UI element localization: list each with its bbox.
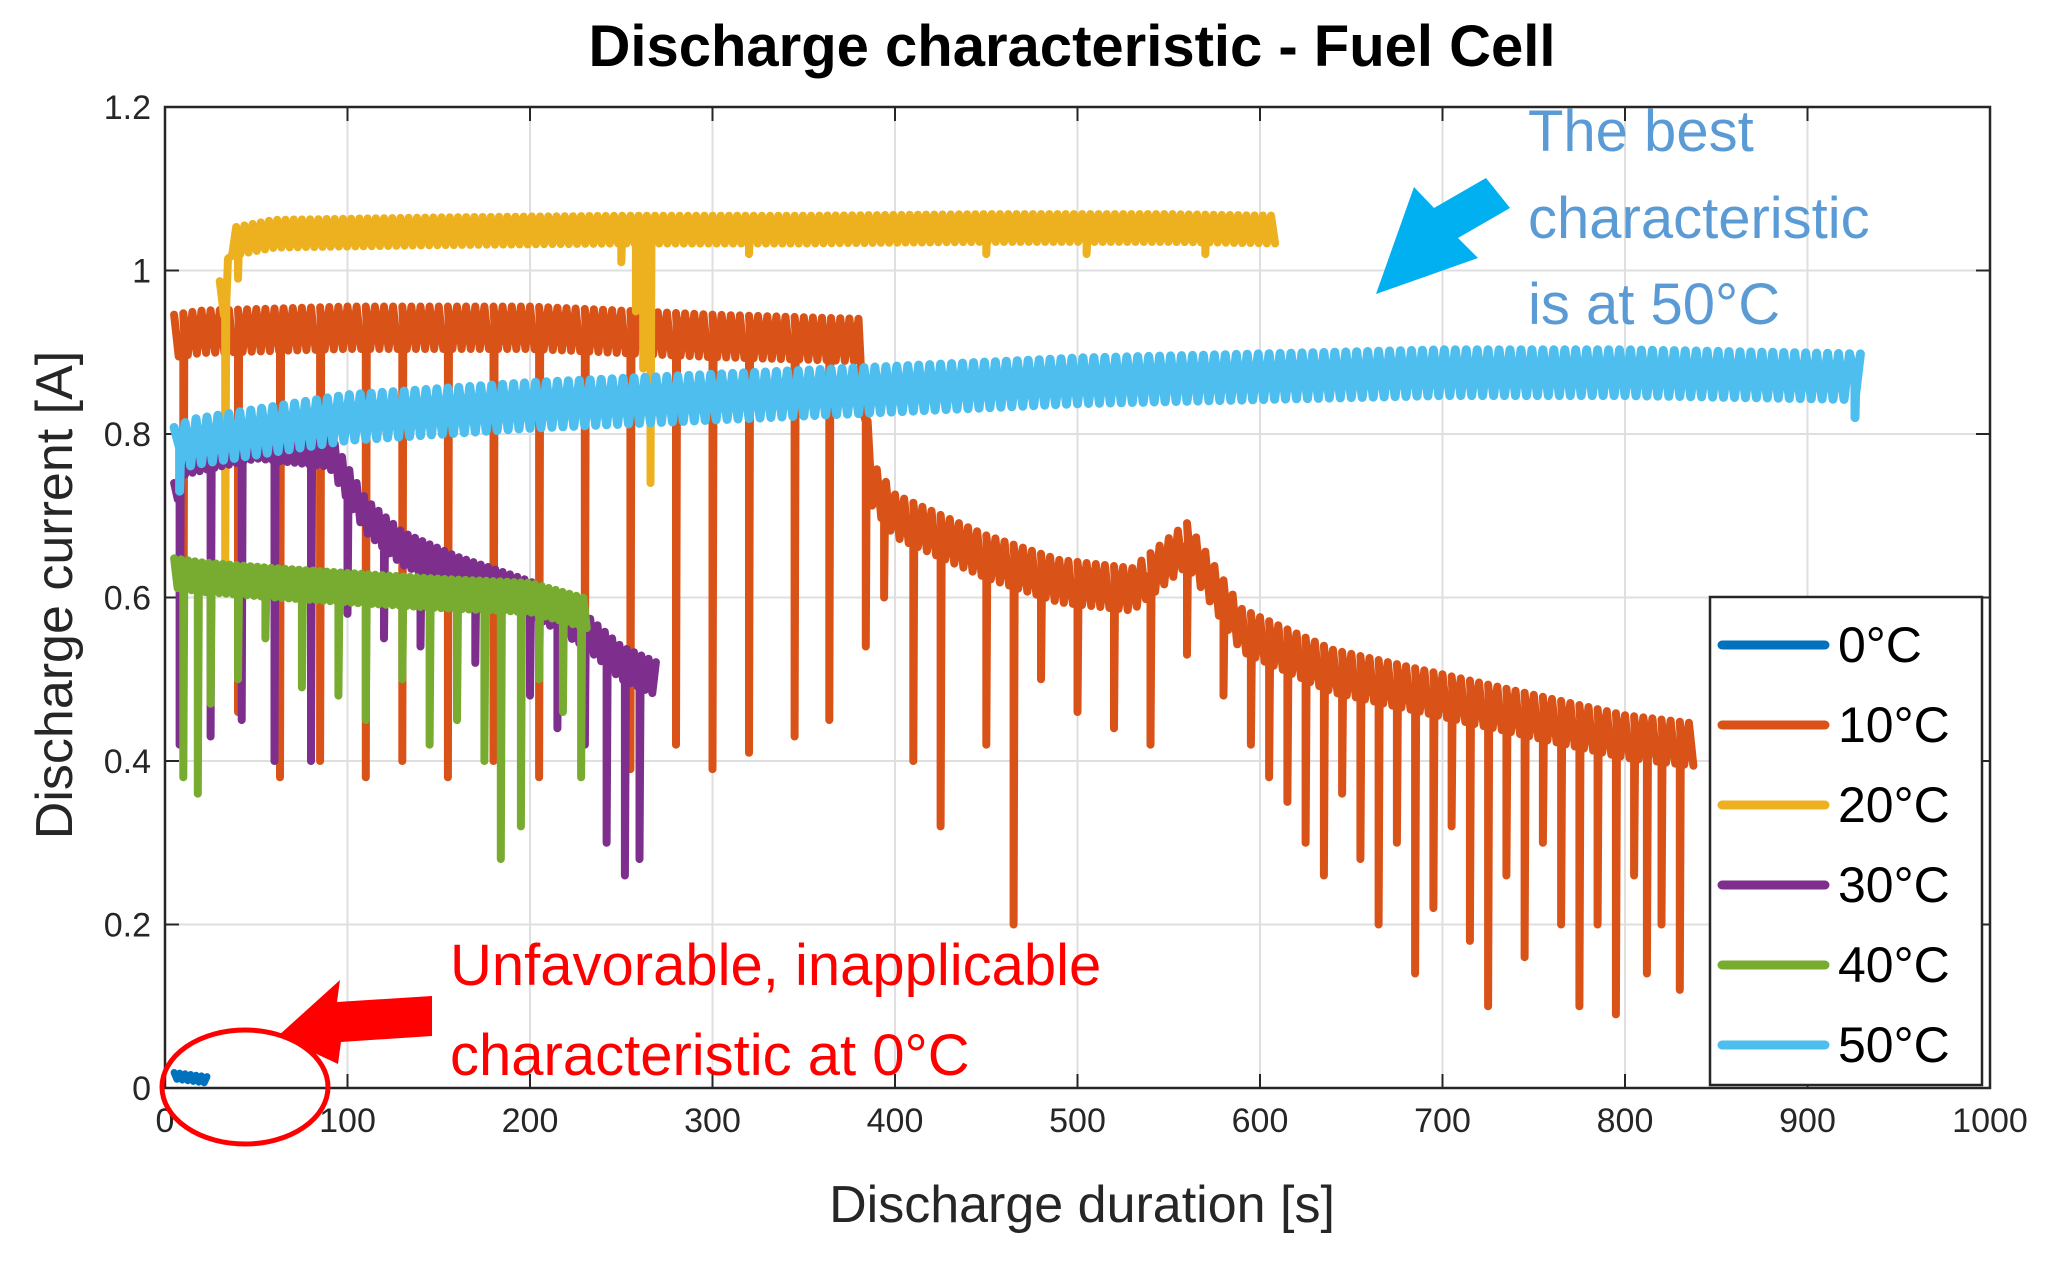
axes: 0 100 200 300 400 500 600 700 800 900 100000.20.40…: [104, 89, 2028, 1140]
legend-label: 10°C: [1838, 697, 1950, 753]
annotation-unfavorable-ellipse: [159, 1027, 331, 1147]
series-line-0: [170, 1069, 211, 1087]
x-tick-label: 300: [684, 1102, 741, 1140]
annotation-unfavorable-line: characteristic at 0°C: [450, 1023, 970, 1088]
annotation-best-line: characteristic: [1528, 186, 1870, 251]
x-tick-label: 500: [1049, 1102, 1106, 1140]
y-tick-label: 1: [132, 253, 151, 291]
x-tick-label: 800: [1597, 1102, 1654, 1140]
x-tick-label: 1000: [1952, 1102, 2028, 1140]
x-tick-label: 700: [1414, 1102, 1471, 1140]
y-tick-label: 0.8: [104, 416, 151, 454]
y-tick-label: 0.6: [104, 580, 151, 618]
x-tick-label: 600: [1232, 1102, 1289, 1140]
legend-label: 0°C: [1838, 617, 1922, 673]
x-tick-label: 900: [1779, 1102, 1836, 1140]
legend-label: 40°C: [1838, 937, 1950, 993]
x-tick-label: 200: [502, 1102, 559, 1140]
series-line-4: [170, 554, 591, 864]
series-line-1: [170, 302, 1698, 1019]
annotation-best-line: is at 50°C: [1528, 272, 1780, 337]
x-tick-label: 100: [319, 1102, 376, 1140]
x-tick-label: 400: [867, 1102, 924, 1140]
y-tick-label: 0: [132, 1070, 151, 1108]
series-line-5: [169, 345, 1865, 496]
legend-label: 30°C: [1838, 857, 1950, 913]
legend-label: 50°C: [1838, 1017, 1950, 1073]
series-line-2: [215, 210, 1280, 569]
y-tick-label: 1.2: [104, 89, 151, 127]
annotation-best-arrow: [1376, 178, 1510, 294]
series-layer: [169, 210, 1865, 1087]
legend-box: [1708, 595, 1984, 1087]
annotation-unfavorable-arrow: [278, 980, 432, 1064]
annotations: The best characteristic is at 50°C Unfavora…: [159, 99, 1870, 1147]
y-tick-label: 0.4: [104, 743, 151, 781]
y-axis-label: Discharge current [A]: [26, 351, 84, 839]
x-axis-label: Discharge duration [s]: [829, 1176, 1335, 1234]
annotation-best-line: The best: [1528, 99, 1754, 164]
legend-label: 20°C: [1838, 777, 1950, 833]
y-tick-label: 0.2: [104, 907, 151, 945]
annotation-unfavorable-line: Unfavorable, inapplicable: [450, 933, 1101, 998]
legend: 0°C 10°C 20°C 30°C 40°C 50°C: [1708, 595, 1984, 1087]
chart-title: Discharge characteristic - Fuel Cell: [588, 14, 1555, 79]
